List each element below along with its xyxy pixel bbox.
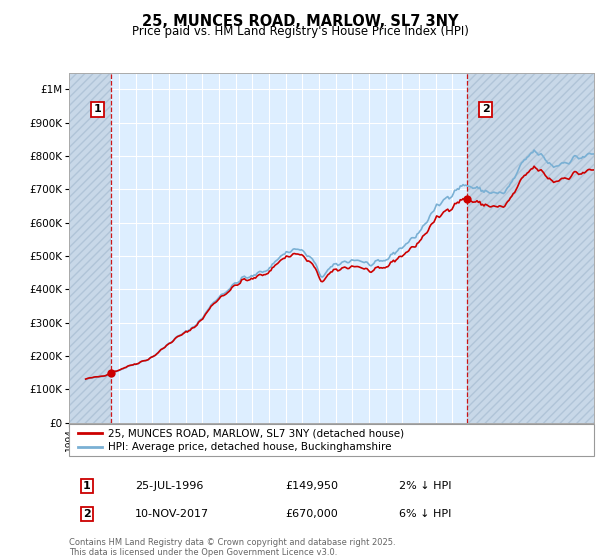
25, MUNCES ROAD, MARLOW, SL7 3NY (detached house) [578,171,585,178]
HPI: Average price, detached house, Buckinghamshire: (2.03e+03, 8.05e+05): Average price, detached house, Buckingha… [592,151,599,158]
HPI: Average price, detached house, Buckinghamshire: (2.02e+03, 7.93e+05): Average price, detached house, Buckingha… [578,155,585,162]
Text: 25, MUNCES ROAD, MARLOW, SL7 3NY: 25, MUNCES ROAD, MARLOW, SL7 3NY [142,14,458,29]
25, MUNCES ROAD, MARLOW, SL7 3NY (detached house) [461,196,468,203]
Text: 25-JUL-1996: 25-JUL-1996 [135,480,203,491]
Text: HPI: Average price, detached house, Buckinghamshire: HPI: Average price, detached house, Buck… [108,442,392,452]
Text: Contains HM Land Registry data © Crown copyright and database right 2025.
This d: Contains HM Land Registry data © Crown c… [69,538,395,557]
Text: Price paid vs. HM Land Registry's House Price Index (HPI): Price paid vs. HM Land Registry's House … [131,25,469,38]
25, MUNCES ROAD, MARLOW, SL7 3NY (detached house) [107,370,115,377]
HPI: Average price, detached house, Buckinghamshire: (2.02e+03, 6.35e+05): Average price, detached house, Buckingha… [430,208,437,214]
Text: £149,950: £149,950 [285,480,338,491]
Text: 2: 2 [83,508,91,519]
Text: £670,000: £670,000 [285,508,338,519]
Text: 2% ↓ HPI: 2% ↓ HPI [399,480,452,491]
Text: 25, MUNCES ROAD, MARLOW, SL7 3NY (detached house): 25, MUNCES ROAD, MARLOW, SL7 3NY (detach… [108,428,404,438]
25, MUNCES ROAD, MARLOW, SL7 3NY (detached house) [430,219,437,226]
25, MUNCES ROAD, MARLOW, SL7 3NY (detached house) [530,163,538,170]
Bar [69,73,112,423]
HPI: Average price, detached house, Buckinghamshire: (2e+03, 1.3e+05): Average price, detached house, Buckingha… [82,376,89,383]
HPI: Average price, detached house, Buckinghamshire: (2.02e+03, 7.12e+05): Average price, detached house, Buckingha… [461,182,468,189]
Bar [467,73,594,423]
25, MUNCES ROAD, MARLOW, SL7 3NY (detached house) [592,167,599,174]
Line: HPI: Average price, detached house, Buckinghamshire: HPI: Average price, detached house, Buck… [86,150,595,380]
25, MUNCES ROAD, MARLOW, SL7 3NY (detached house) [99,373,106,380]
HPI: Average price, detached house, Buckinghamshire: (2e+03, 1.39e+05): Average price, detached house, Buckingha… [99,373,106,380]
HPI: Average price, detached house, Buckinghamshire: (2.01e+03, 4.69e+05): Average price, detached house, Buckingha… [329,263,336,270]
Line: 25, MUNCES ROAD, MARLOW, SL7 3NY (detached house): 25, MUNCES ROAD, MARLOW, SL7 3NY (detach… [86,166,595,379]
Text: 2: 2 [482,105,490,114]
Text: 6% ↓ HPI: 6% ↓ HPI [399,508,451,519]
HPI: Average price, detached house, Buckinghamshire: (2e+03, 1.47e+05): Average price, detached house, Buckingha… [107,371,115,377]
Text: 1: 1 [83,480,91,491]
Text: 10-NOV-2017: 10-NOV-2017 [135,508,209,519]
Text: 1: 1 [94,105,101,114]
25, MUNCES ROAD, MARLOW, SL7 3NY (detached house) [329,268,336,275]
25, MUNCES ROAD, MARLOW, SL7 3NY (detached house) [82,376,89,382]
HPI: Average price, detached house, Buckinghamshire: (2.02e+03, 8.18e+05): Average price, detached house, Buckingha… [530,147,538,153]
